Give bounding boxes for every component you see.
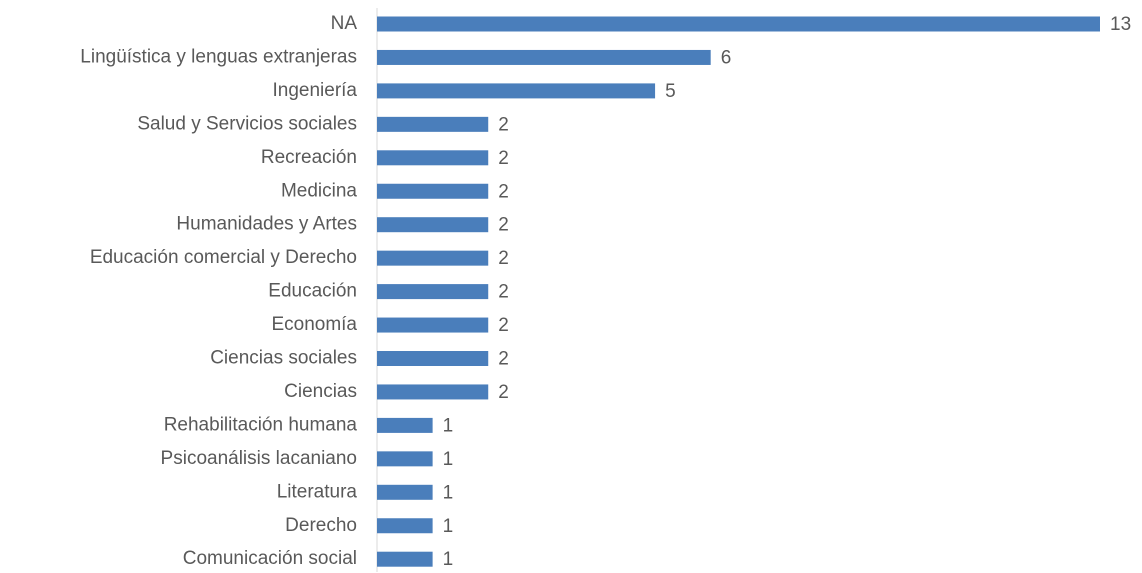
y-tick-label: Lingüística y lenguas extranjeras — [80, 46, 357, 67]
bar — [377, 317, 489, 333]
data-label: 2 — [498, 382, 509, 403]
y-tick-label: Educación comercial y Derecho — [90, 247, 357, 268]
y-tick-label: Derecho — [285, 515, 357, 536]
data-label: 2 — [498, 349, 509, 370]
data-label: 2 — [498, 181, 509, 202]
data-label: 2 — [498, 248, 509, 269]
y-tick-label: Ciencias sociales — [210, 348, 357, 369]
bar — [377, 417, 433, 433]
bar — [377, 384, 489, 400]
y-tick-label: Medicina — [281, 180, 357, 201]
y-tick-label: NA — [331, 13, 358, 34]
data-label: 2 — [498, 215, 509, 236]
bar — [377, 284, 489, 300]
data-label: 13 — [1110, 14, 1131, 35]
bar — [377, 484, 433, 500]
data-label: 5 — [665, 81, 676, 102]
bar — [377, 351, 489, 366]
data-label: 1 — [443, 449, 454, 470]
bar — [377, 116, 489, 132]
y-tick-label: Ciencias — [284, 381, 357, 402]
bar — [377, 83, 656, 99]
y-tick-label: Rehabilitación humana — [164, 414, 358, 435]
data-label: 1 — [443, 482, 454, 503]
bar — [377, 150, 489, 166]
data-label: 2 — [498, 114, 509, 135]
data-label: 1 — [443, 516, 454, 537]
y-tick-label: Literatura — [277, 481, 358, 502]
bar — [377, 183, 489, 199]
bar — [377, 518, 433, 534]
bar — [377, 551, 433, 567]
data-label: 2 — [498, 315, 509, 336]
bar — [377, 250, 489, 266]
y-tick-label: Ingeniería — [272, 80, 357, 101]
data-label: 1 — [443, 549, 454, 570]
y-tick-label: Recreación — [261, 147, 357, 168]
data-label: 6 — [721, 47, 732, 68]
y-tick-label: Comunicación social — [183, 548, 357, 569]
y-tick-label: Economía — [271, 314, 357, 335]
y-tick-label: Educación — [268, 281, 357, 302]
bar — [377, 451, 433, 467]
y-tick-label: Psicoanálisis lacaniano — [161, 448, 357, 469]
y-tick-label: Salud y Servicios sociales — [137, 113, 357, 134]
y-tick-label: Humanidades y Artes — [176, 214, 357, 235]
data-label: 1 — [443, 415, 454, 436]
bar — [377, 217, 489, 233]
data-label: 2 — [498, 148, 509, 169]
data-label: 2 — [498, 282, 509, 303]
bar — [377, 16, 1100, 32]
bar — [377, 49, 711, 65]
